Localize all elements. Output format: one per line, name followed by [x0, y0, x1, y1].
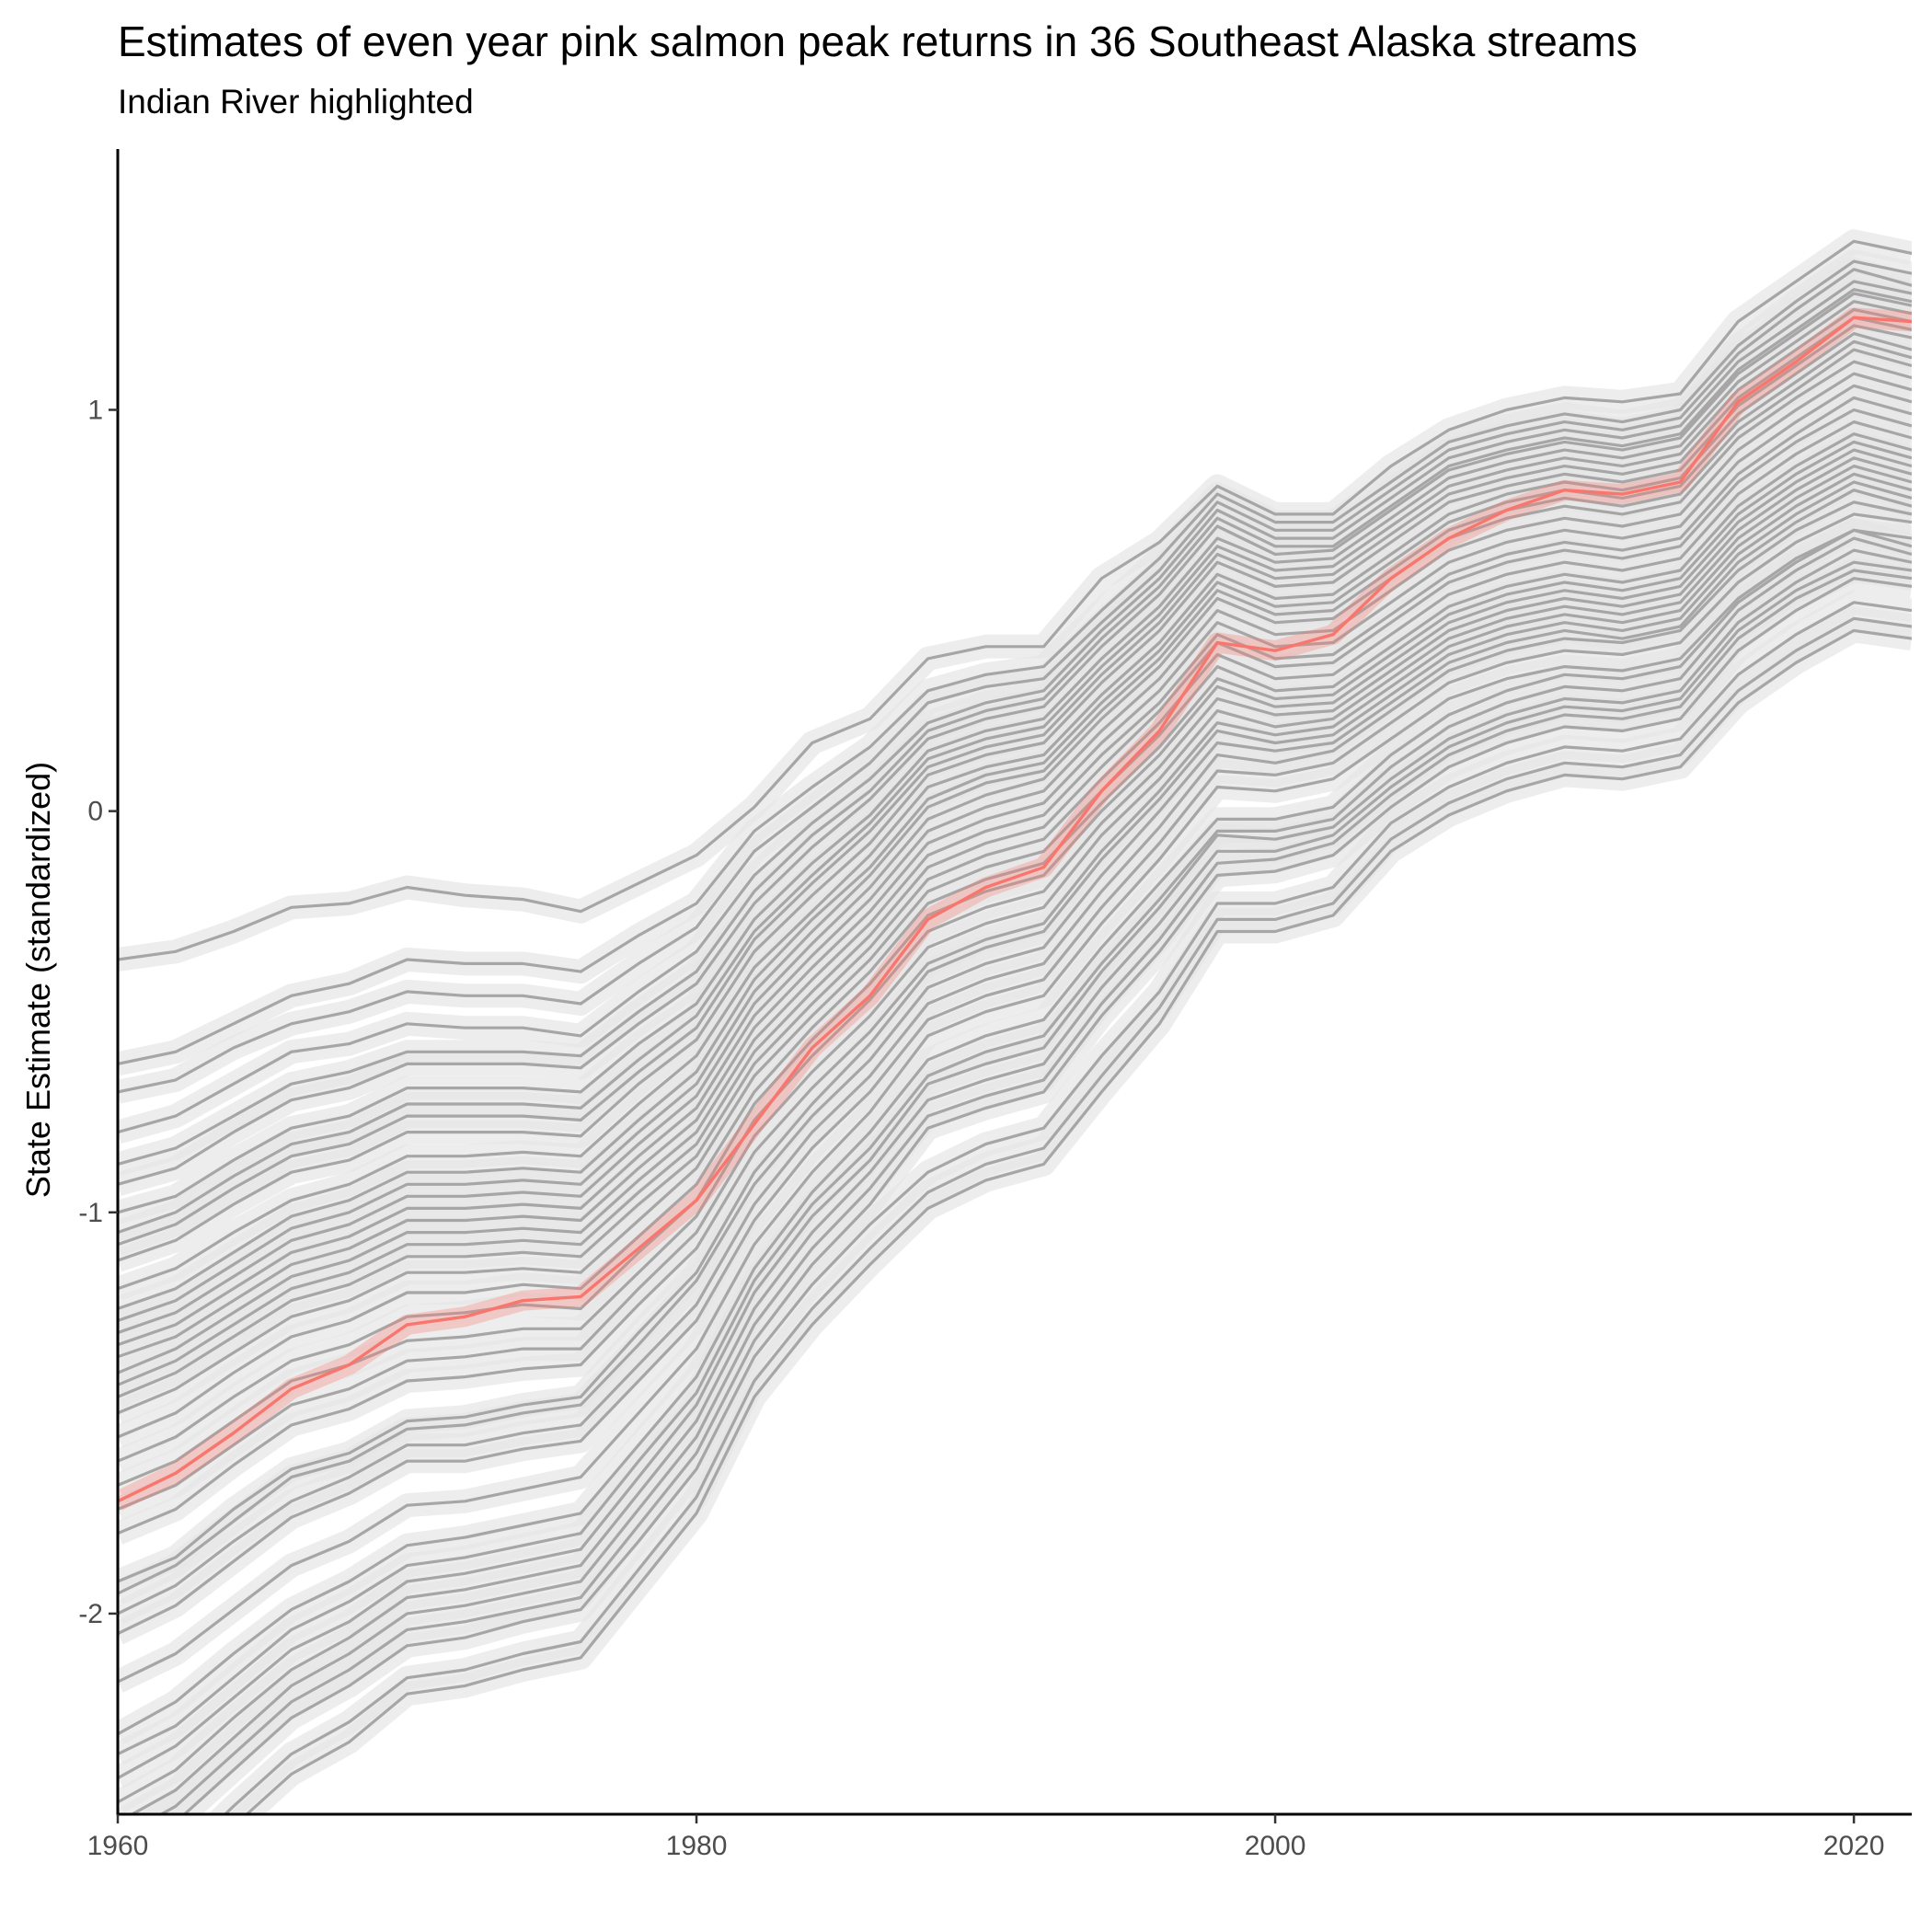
series-line-39: [244, 628, 1912, 1814]
x-tick-label: 2020: [1823, 1831, 1885, 1861]
series-line-19: [118, 420, 1912, 1398]
series-line-18: [118, 408, 1912, 1386]
series-line-21: [118, 440, 1912, 1439]
series-lines: [118, 239, 1912, 1814]
series-line-11: [118, 332, 1912, 1291]
series-line-31: [118, 528, 1912, 1736]
series-line-5: [118, 288, 1912, 1166]
series-line-38: [223, 616, 1912, 1814]
series-line-1: [118, 239, 1912, 961]
series-line-4: [118, 280, 1912, 1134]
y-tick-label: 1: [87, 395, 103, 425]
series-line-7: [118, 300, 1912, 1214]
chart-subtitle: Indian River highlighted: [118, 83, 474, 121]
series-line-9: [118, 316, 1912, 1247]
series-line-26: [118, 480, 1912, 1583]
series-line-27: [118, 489, 1912, 1595]
series-line-34: [118, 560, 1912, 1804]
series-line-36: [157, 577, 1912, 1814]
series-line-28: [118, 500, 1912, 1616]
series-line-30: [118, 528, 1912, 1684]
series-line-3: [118, 268, 1912, 1094]
series-line-25: [118, 472, 1912, 1535]
series-line-23: [118, 456, 1912, 1487]
series-line-24: [118, 465, 1912, 1511]
y-tick-label: -2: [78, 1599, 103, 1629]
x-tick-label: 2000: [1245, 1831, 1306, 1861]
series-line-20: [118, 432, 1912, 1415]
series-line-37: [182, 601, 1912, 1814]
series-line-6: [118, 292, 1912, 1186]
series-line-10: [118, 324, 1912, 1262]
y-tick-label: -1: [78, 1198, 103, 1228]
series-line-33: [118, 548, 1912, 1780]
axes: -2 -1 0 1 1960 1980 2000 2020: [78, 149, 1912, 1861]
highlighted-series: [118, 307, 1912, 1511]
series-line-14: [118, 360, 1912, 1335]
x-tick-label: 1960: [87, 1831, 149, 1861]
chart-title: Estimates of even year pink salmon peak …: [118, 17, 1638, 65]
series-line-17: [118, 396, 1912, 1374]
series-line-2: [118, 259, 1912, 1065]
series-line-12: [118, 339, 1912, 1311]
series-line-15: [118, 372, 1912, 1347]
y-tick-label: 0: [87, 797, 103, 827]
series-line-35: [129, 569, 1912, 1814]
series-line-22: [118, 448, 1912, 1463]
highlight-line: [118, 316, 1912, 1503]
series-line-13: [118, 348, 1912, 1323]
series-line-32: [118, 536, 1912, 1756]
series-line-8: [118, 307, 1912, 1235]
series-line-16: [118, 384, 1912, 1359]
x-tick-label: 1980: [666, 1831, 728, 1861]
series-line-29: [118, 512, 1912, 1636]
